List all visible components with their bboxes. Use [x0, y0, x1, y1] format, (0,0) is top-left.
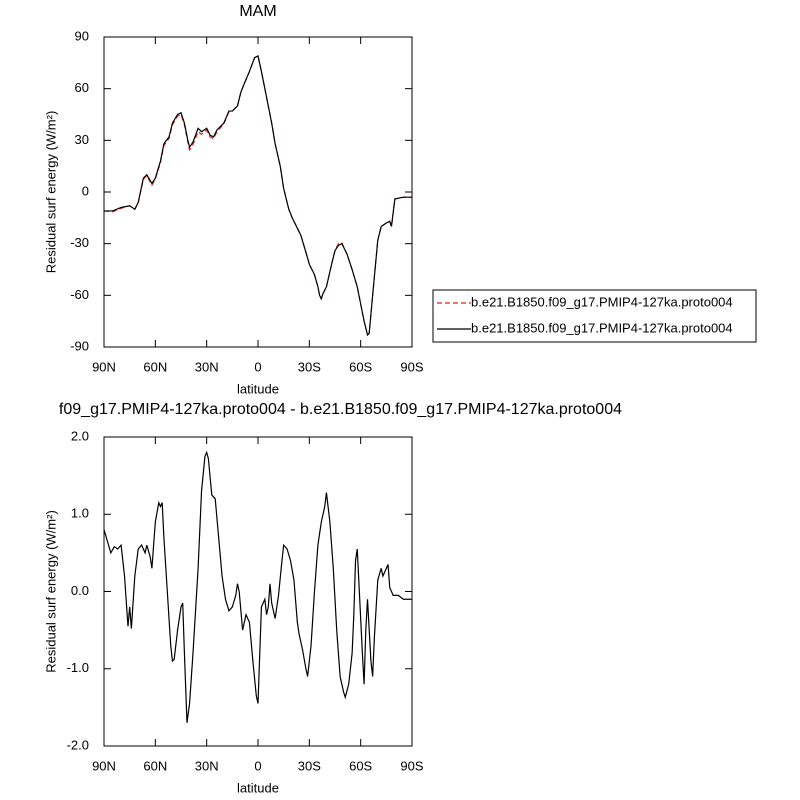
- x-axis-label: latitude: [237, 381, 279, 396]
- x-tick-label: 60S: [349, 359, 372, 374]
- x-tick-label: 60N: [143, 758, 167, 773]
- y-tick-label: 60: [75, 80, 89, 95]
- x-tick-label: 90N: [92, 758, 116, 773]
- chart-title: MAM: [239, 3, 276, 20]
- x-tick-label: 30S: [298, 758, 321, 773]
- y-tick-label: 0.0: [71, 583, 89, 598]
- legend-label: b.e21.B1850.f09_g17.PMIP4-127ka.proto004: [471, 294, 733, 309]
- y-tick-label: -2.0: [67, 737, 89, 752]
- x-tick-label: 90N: [92, 359, 116, 374]
- x-tick-label: 0: [254, 758, 261, 773]
- legend-label: b.e21.B1850.f09_g17.PMIP4-127ka.proto004: [471, 320, 733, 335]
- y-axis-label: Residual surf energy (W/m²): [43, 510, 58, 673]
- y-tick-label: 1.0: [71, 506, 89, 521]
- data-line: [104, 55, 412, 337]
- legend-box: [432, 289, 757, 343]
- y-tick-label: -1.0: [67, 660, 89, 675]
- y-tick-label: -30: [70, 235, 89, 250]
- plot-frame: [103, 36, 413, 348]
- data-line: [103, 450, 412, 723]
- x-tick-label: 60S: [349, 758, 372, 773]
- y-tick-label: 0: [82, 183, 89, 198]
- data-line: [103, 55, 412, 337]
- x-tick-label: 90S: [400, 359, 423, 374]
- y-tick-label: 90: [75, 28, 89, 43]
- y-tick-label: 2.0: [71, 428, 89, 443]
- y-axis-label: Residual surf energy (W/m²): [43, 111, 58, 274]
- y-tick-label: -60: [70, 287, 89, 302]
- y-tick-label: 30: [75, 132, 89, 147]
- x-tick-label: 90S: [400, 758, 423, 773]
- x-tick-label: 30S: [298, 359, 321, 374]
- y-tick-label: -90: [70, 338, 89, 353]
- x-tick-label: 0: [254, 359, 261, 374]
- chart-title: f09_g17.PMIP4-127ka.proto004 - b.e21.B18…: [59, 401, 622, 418]
- x-tick-label: 30N: [195, 359, 219, 374]
- x-tick-label: 30N: [195, 758, 219, 773]
- x-tick-label: 60N: [143, 359, 167, 374]
- x-axis-label: latitude: [237, 780, 279, 795]
